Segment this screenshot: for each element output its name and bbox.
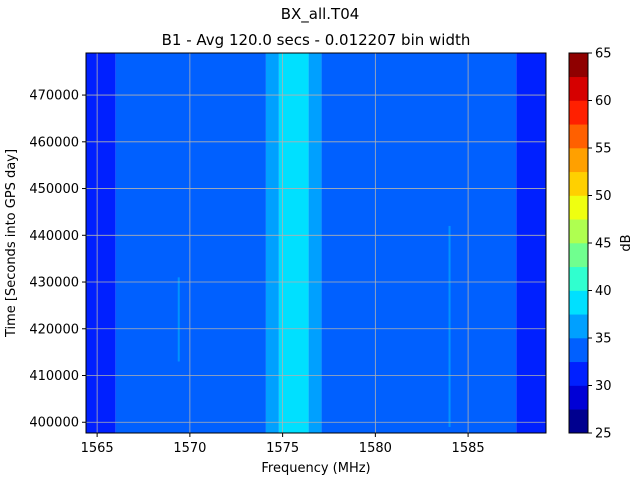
heatmap-band-6 bbox=[516, 53, 546, 433]
x-tick-label: 1585 bbox=[452, 441, 485, 456]
colorbar-segment-9 bbox=[569, 195, 588, 220]
x-tick-label: 1570 bbox=[173, 441, 206, 456]
colorbar-segment-13 bbox=[569, 100, 588, 125]
colorbar bbox=[568, 52, 589, 434]
colorbar-tick-label: 30 bbox=[595, 379, 612, 394]
y-axis-label: Time [Seconds into GPS day] bbox=[4, 149, 19, 338]
x-tick-label: 1565 bbox=[81, 441, 114, 456]
colorbar-segment-4 bbox=[569, 314, 588, 339]
y-tick-label: 450000 bbox=[29, 182, 79, 197]
colorbar-ticks: 25 30 35 40 45 50 55 60 65 bbox=[588, 47, 612, 442]
colorbar-segment-12 bbox=[569, 124, 588, 149]
colorbar-tick-label: 50 bbox=[595, 189, 612, 204]
y-tick-label: 400000 bbox=[29, 416, 79, 431]
colorbar-segment-0 bbox=[569, 409, 588, 434]
y-tick-label: 440000 bbox=[29, 229, 79, 244]
plot-frame bbox=[85, 52, 547, 434]
colorbar-segment-7 bbox=[569, 243, 588, 268]
colorbar-tick-label: 65 bbox=[595, 47, 612, 62]
heatmap-band-1 bbox=[115, 53, 266, 433]
y-tick-label: 430000 bbox=[29, 276, 79, 291]
colorbar-segment-14 bbox=[569, 76, 588, 101]
x-tick-label: 1575 bbox=[266, 441, 299, 456]
chart-subtitle: B1 - Avg 120.0 secs - 0.012207 bin width bbox=[162, 31, 471, 49]
colorbar-segment-3 bbox=[569, 338, 588, 363]
spectrogram-plot-area bbox=[86, 53, 546, 433]
colorbar-segment-2 bbox=[569, 361, 588, 386]
heatmap-band-4 bbox=[308, 53, 322, 433]
colorbar-tick-label: 35 bbox=[595, 332, 612, 347]
colorbar-tick-label: 40 bbox=[595, 284, 612, 299]
colorbar-segment-1 bbox=[569, 385, 588, 410]
y-tick-label: 420000 bbox=[29, 322, 79, 337]
colorbar-tick-label: 55 bbox=[595, 142, 612, 157]
y-tick-label: 470000 bbox=[29, 89, 79, 104]
chart-title: BX_all.T04 bbox=[281, 5, 360, 24]
spur-line-1 bbox=[177, 277, 180, 362]
colorbar-segment-6 bbox=[569, 266, 588, 291]
x-axis: 1565 1570 1575 1580 1585 bbox=[81, 433, 485, 456]
heatmap-band-3 bbox=[278, 53, 309, 433]
y-tick-label: 460000 bbox=[29, 135, 79, 150]
colorbar-segment-10 bbox=[569, 171, 588, 196]
colorbar-tick-label: 25 bbox=[595, 427, 612, 442]
heatmap-band-5 bbox=[321, 53, 517, 433]
y-tick-label: 410000 bbox=[29, 369, 79, 384]
colorbar-tick-label: 45 bbox=[595, 237, 612, 252]
colorbar-segment-11 bbox=[569, 148, 588, 173]
x-tick-label: 1580 bbox=[359, 441, 392, 456]
colorbar-tick-label: 60 bbox=[595, 94, 612, 109]
y-axis: 400000 410000 420000 430000 440000 450000 4600… bbox=[29, 89, 86, 431]
colorbar-segment-8 bbox=[569, 219, 588, 244]
colorbar-label: dB bbox=[619, 234, 634, 251]
colorbar-segment-15 bbox=[569, 53, 588, 78]
heatmap-band-0 bbox=[86, 53, 116, 433]
x-axis-label: Frequency (MHz) bbox=[261, 461, 370, 476]
colorbar-segment-5 bbox=[569, 290, 588, 315]
heatmap-band-2 bbox=[265, 53, 279, 433]
spur-line-0 bbox=[448, 225, 451, 427]
grid-lines bbox=[86, 53, 546, 433]
